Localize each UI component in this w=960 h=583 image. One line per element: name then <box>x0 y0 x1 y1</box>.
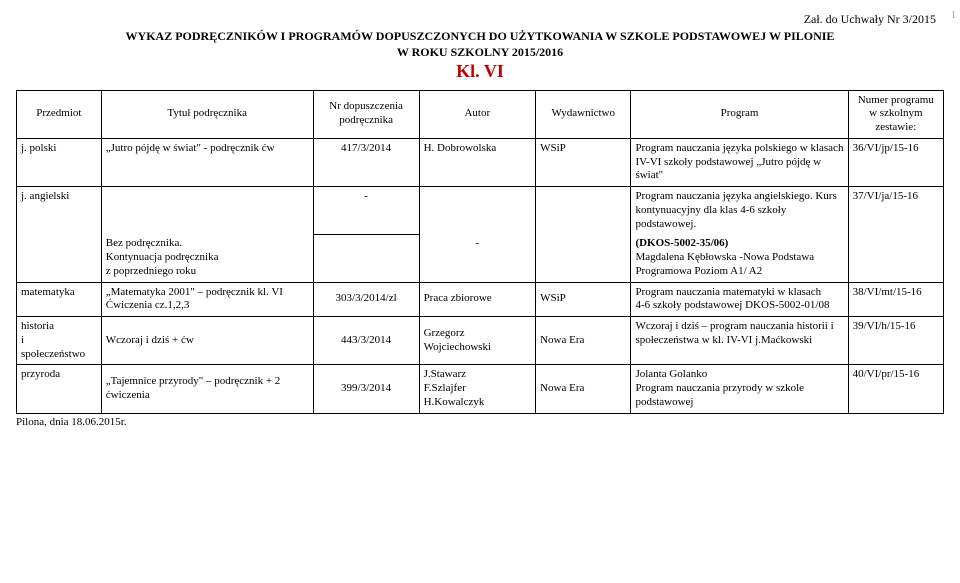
col-prog: Program <box>631 90 848 138</box>
cell-program: Wczoraj i dziś – program nauczania histo… <box>631 317 848 365</box>
cell-przedmiot: matematyka <box>17 282 102 317</box>
row-angielski-1: j. angielski - Program nauczania języka … <box>17 187 944 235</box>
title-line-2: W ROKU SZKOLNY 2015/2016 <box>16 45 944 61</box>
cell-program: Jolanta Golanko Program nauczania przyro… <box>631 365 848 413</box>
program-text-a: Program nauczania języka angielskiego. K… <box>635 190 836 230</box>
cell-nr: 417/3/2014 <box>313 138 419 186</box>
cell-przedmiot: historia i społeczeństwo <box>17 317 102 365</box>
row-historia: historia i społeczeństwo Wczoraj i dziś … <box>17 317 944 365</box>
cell-wyd: Nowa Era <box>536 317 631 365</box>
cell-num: 38/VI/mt/15-16 <box>848 282 943 317</box>
cell-autor <box>419 187 536 235</box>
cell-tytul: „Matematyka 2001" – podręcznik kl. VI Ćw… <box>101 282 313 317</box>
cell-tytul <box>101 187 313 235</box>
cell-wyd: WSiP <box>536 138 631 186</box>
row-angielski-2: Bez podręcznika. Kontynuacja podręcznika… <box>17 234 944 282</box>
cell-num: 40/VI/pr/15-16 <box>848 365 943 413</box>
col-tytul: Tytuł podręcznika <box>101 90 313 138</box>
cell-tytul: „Jutro pójdę w świat" - podręcznik ćw <box>101 138 313 186</box>
title-block: WYKAZ PODRĘCZNIKÓW I PROGRAMÓW DOPUSZCZO… <box>16 29 944 84</box>
cell-nr: 399/3/2014 <box>313 365 419 413</box>
cell-przedmiot: j. polski <box>17 138 102 186</box>
cell-nr <box>313 234 419 282</box>
cell-nr: 443/3/2014 <box>313 317 419 365</box>
program-text-b: (DKOS-5002-35/06) <box>635 237 728 249</box>
cell-nr: 303/3/2014/zl <box>313 282 419 317</box>
cell-program: Program nauczania matematyki w klasach 4… <box>631 282 848 317</box>
cell-wyd <box>536 187 631 235</box>
col-nr: Nr dopuszczenia podręcznika <box>313 90 419 138</box>
cell-program: Program nauczania języka angielskiego. K… <box>631 187 848 235</box>
cell-num <box>848 234 943 282</box>
header-row: Przedmiot Tytuł podręcznika Nr dopuszcze… <box>17 90 944 138</box>
row-polski: j. polski „Jutro pójdę w świat" - podręc… <box>17 138 944 186</box>
cell-autor: H. Dobrowolska <box>419 138 536 186</box>
attachment-ref: Zał. do Uchwały Nr 3/2015 <box>16 12 944 27</box>
cell-tytul: Wczoraj i dziś + ćw <box>101 317 313 365</box>
cell-przedmiot <box>17 234 102 282</box>
program-text-c: Magdalena Kębłowska -Nowa Podstawa Progr… <box>635 251 814 277</box>
cell-wyd: WSiP <box>536 282 631 317</box>
cell-tytul: „Tajemnice przyrody" – podręcznik + 2 ćw… <box>101 365 313 413</box>
cell-wyd <box>536 234 631 282</box>
cell-wyd: Nowa Era <box>536 365 631 413</box>
col-przedmiot: Przedmiot <box>17 90 102 138</box>
cell-tytul: Bez podręcznika. Kontynuacja podręcznika… <box>101 234 313 282</box>
cell-autor: J.Stawarz F.Szlajfer H.Kowalczyk <box>419 365 536 413</box>
cell-autor: Grzegorz Wojciechowski <box>419 317 536 365</box>
row-przyroda: przyroda „Tajemnice przyrody" – podręczn… <box>17 365 944 413</box>
col-wyd: Wydawnictwo <box>536 90 631 138</box>
title-line-1: WYKAZ PODRĘCZNIKÓW I PROGRAMÓW DOPUSZCZO… <box>16 29 944 45</box>
cell-program: Program nauczania języka polskiego w kla… <box>631 138 848 186</box>
footer-date: Pilona, dnia 18.06.2015r. <box>16 416 944 428</box>
cell-autor: Praca zbiorowe <box>419 282 536 317</box>
cell-num: 39/VI/h/15-16 <box>848 317 943 365</box>
cell-num: 37/VI/ja/15-16 <box>848 187 943 235</box>
cell-autor: - <box>419 234 536 282</box>
col-num: Numer programu w szkolnym zestawie: <box>848 90 943 138</box>
cell-nr: - <box>313 187 419 235</box>
title-class: Kl. VI <box>16 60 944 83</box>
page-number: 1 <box>951 10 956 21</box>
cell-przedmiot: przyroda <box>17 365 102 413</box>
cell-program: (DKOS-5002-35/06) Magdalena Kębłowska -N… <box>631 234 848 282</box>
col-autor: Autor <box>419 90 536 138</box>
row-matematyka: matematyka „Matematyka 2001" – podręczni… <box>17 282 944 317</box>
cell-num: 36/VI/jp/15-16 <box>848 138 943 186</box>
textbook-table: Przedmiot Tytuł podręcznika Nr dopuszcze… <box>16 90 944 414</box>
cell-przedmiot: j. angielski <box>17 187 102 235</box>
